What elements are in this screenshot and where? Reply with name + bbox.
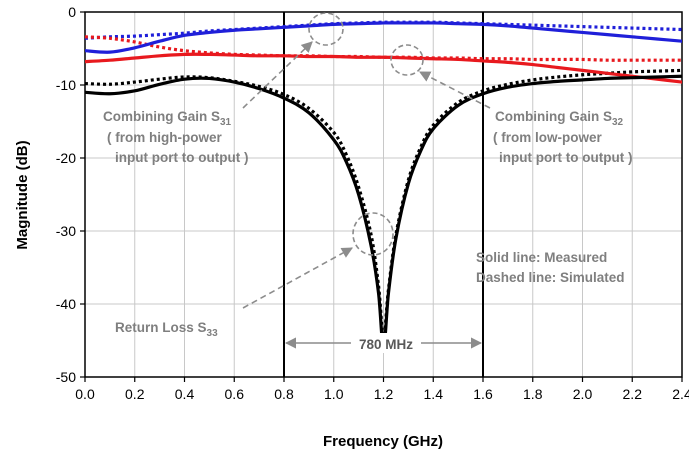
- y-axis-title: Magnitude (dB): [14, 140, 31, 249]
- s32-label: Combining Gain S32: [495, 109, 624, 128]
- y-tick-label: -30: [56, 223, 76, 239]
- s31-note-line2: input port to output ): [115, 150, 248, 165]
- series-s32-simulated: [85, 35, 682, 62]
- s32-leader-arrow: [419, 71, 491, 109]
- s32-note-line2: input port to output ): [499, 150, 632, 165]
- legend-solid-text: Solid line: Measured: [476, 250, 607, 265]
- x-tick-label: 0.2: [125, 386, 145, 402]
- y-tick-label: -20: [56, 150, 76, 166]
- bandwidth-label-bg: [351, 333, 421, 353]
- y-tick-label: -40: [56, 296, 76, 312]
- x-tick-label: 1.2: [374, 386, 394, 402]
- s31-label: Combining Gain S31: [103, 109, 232, 128]
- y-tick-label: 0: [68, 4, 76, 20]
- x-tick-label: 0.4: [175, 386, 195, 402]
- s33-label: Return Loss S33: [115, 320, 218, 339]
- x-tick-label: 0.6: [225, 386, 245, 402]
- s31-leader-arrow: [242, 41, 313, 109]
- y-tick-label: -10: [56, 77, 76, 93]
- x-axis-ticks: 0.0 0.2 0.4 0.6 0.8 1.0 1.2 1.4 1.6 1.8 2.0 2.2 2.4: [75, 377, 689, 402]
- x-tick-label: 1.4: [424, 386, 444, 402]
- x-tick-label: 0.0: [75, 386, 95, 402]
- series-s31-measured: [85, 21, 682, 54]
- y-tick-label: -50: [56, 369, 76, 385]
- series-s31-simulated: [85, 20, 682, 40]
- s33-leader-arrow: [242, 247, 353, 309]
- series-s33-simulated: [85, 68, 682, 339]
- s31-note-line1: ( from high-power: [107, 130, 222, 145]
- s31-highlight-circle: [308, 12, 344, 46]
- x-tick-label: 1.6: [473, 386, 493, 402]
- x-tick-label: 2.2: [623, 386, 643, 402]
- s32-note-line1: ( from low-power: [493, 130, 602, 145]
- s32-highlight-circle: [390, 44, 424, 76]
- s33-highlight-circle: [352, 212, 394, 256]
- y-axis-ticks: 0 -10 -20 -30 -40 -50: [56, 4, 85, 385]
- x-tick-label: 0.8: [274, 386, 294, 402]
- x-tick-label: 2.4: [672, 386, 689, 402]
- x-tick-label: 1.0: [324, 386, 344, 402]
- legend-dashed-text: Dashed line: Simulated: [476, 270, 625, 285]
- series-s32-measured: [85, 52, 682, 84]
- x-tick-label: 1.8: [523, 386, 543, 402]
- x-axis-title: Frequency (GHz): [323, 433, 443, 450]
- x-tick-label: 2.0: [573, 386, 593, 402]
- bandwidth-label: 780 MHz: [359, 337, 413, 352]
